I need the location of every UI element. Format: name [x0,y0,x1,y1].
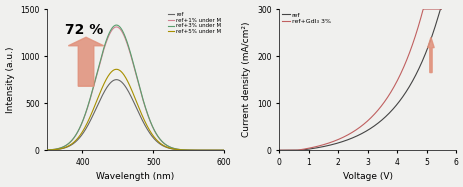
ref [329,143,334,146]
ref [393,104,398,107]
X-axis label: Wavelength (nm): Wavelength (nm) [96,172,174,181]
ref+GdI₃ 3% [340,136,345,138]
ref+GdI₃ 3% [276,149,282,151]
ref+GdI₃ 3% [438,8,443,10]
Legend: ref, ref+GdI₃ 3%: ref, ref+GdI₃ 3% [282,12,330,24]
ref+GdI₃ 3% [393,82,398,84]
ref [377,119,383,122]
ref+GdI₃ 3% [377,105,383,107]
Legend: ref, ref+1% under M, ref+3% under M, ref+5% under M: ref, ref+1% under M, ref+3% under M, ref… [167,12,221,34]
ref [394,103,399,105]
ref+GdI₃ 3% [295,149,301,151]
ref [438,8,443,10]
Line: ref+GdI₃ 3%: ref+GdI₃ 3% [279,9,440,150]
Y-axis label: Current density (mA/cm²): Current density (mA/cm²) [242,22,251,137]
ref [437,8,442,10]
ref+GdI₃ 3% [394,80,399,82]
FancyArrow shape [68,37,104,86]
ref+GdI₃ 3% [419,8,425,10]
ref+GdI₃ 3% [329,141,334,143]
ref [295,149,301,151]
Y-axis label: Intensity (a.u.): Intensity (a.u.) [6,46,14,113]
ref [276,149,282,151]
FancyArrow shape [427,37,433,73]
Line: ref: ref [279,9,440,150]
X-axis label: Voltage (V): Voltage (V) [342,172,392,181]
Text: 72 %: 72 % [65,24,103,37]
ref [340,140,345,142]
